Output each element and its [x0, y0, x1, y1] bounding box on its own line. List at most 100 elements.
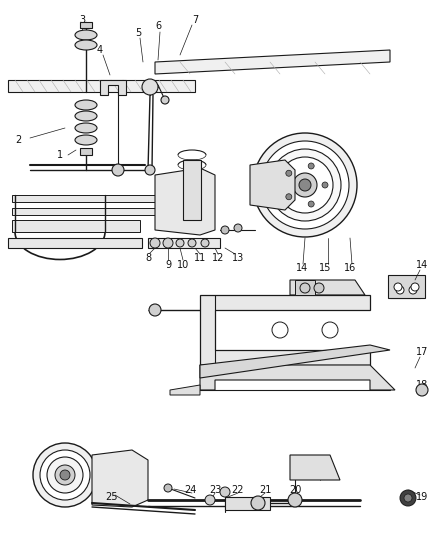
Text: 8: 8	[145, 253, 151, 263]
Text: 6: 6	[155, 21, 161, 31]
Polygon shape	[148, 238, 220, 248]
Circle shape	[112, 164, 124, 176]
Polygon shape	[8, 80, 195, 92]
Circle shape	[322, 322, 338, 338]
Circle shape	[288, 493, 302, 507]
Text: 22: 22	[232, 485, 244, 495]
Polygon shape	[225, 497, 270, 510]
Text: 21: 21	[259, 485, 271, 495]
Text: 9: 9	[165, 260, 171, 270]
Ellipse shape	[75, 123, 97, 133]
Polygon shape	[12, 220, 140, 232]
Text: 25: 25	[106, 492, 118, 502]
Text: 2: 2	[15, 135, 21, 145]
Circle shape	[299, 179, 311, 191]
Circle shape	[308, 163, 314, 169]
Text: 14: 14	[296, 263, 308, 273]
Circle shape	[47, 457, 83, 493]
Circle shape	[286, 170, 292, 176]
Text: 11: 11	[194, 253, 206, 263]
Text: 5: 5	[135, 28, 141, 38]
Ellipse shape	[75, 135, 97, 145]
Polygon shape	[8, 238, 142, 248]
Text: 13: 13	[232, 253, 244, 263]
Polygon shape	[388, 275, 425, 298]
Circle shape	[33, 443, 97, 507]
Circle shape	[277, 157, 333, 213]
Polygon shape	[92, 450, 148, 507]
Circle shape	[164, 484, 172, 492]
Ellipse shape	[75, 111, 97, 121]
Text: 17: 17	[416, 347, 428, 357]
Circle shape	[205, 495, 215, 505]
Text: 7: 7	[192, 15, 198, 25]
Polygon shape	[200, 295, 370, 365]
Circle shape	[272, 322, 288, 338]
Circle shape	[251, 496, 265, 510]
Text: 14: 14	[416, 260, 428, 270]
Circle shape	[300, 283, 310, 293]
Text: 4: 4	[97, 45, 103, 55]
Circle shape	[416, 384, 428, 396]
Text: 1: 1	[57, 150, 63, 160]
Text: 18: 18	[416, 380, 428, 390]
Ellipse shape	[75, 30, 97, 40]
Polygon shape	[250, 160, 295, 210]
Circle shape	[221, 226, 229, 234]
Circle shape	[142, 79, 158, 95]
Circle shape	[400, 490, 416, 506]
Polygon shape	[290, 455, 340, 480]
Circle shape	[188, 239, 196, 247]
Polygon shape	[170, 385, 200, 395]
Polygon shape	[155, 168, 215, 235]
Circle shape	[55, 465, 75, 485]
Circle shape	[261, 141, 349, 229]
Text: 16: 16	[344, 263, 356, 273]
Circle shape	[269, 149, 341, 221]
Circle shape	[394, 283, 402, 291]
Polygon shape	[12, 195, 185, 202]
Circle shape	[149, 304, 161, 316]
Circle shape	[308, 201, 314, 207]
Text: 19: 19	[416, 492, 428, 502]
Text: 23: 23	[209, 485, 221, 495]
Circle shape	[314, 283, 324, 293]
Text: 3: 3	[79, 15, 85, 25]
Bar	[183, 160, 201, 220]
Polygon shape	[200, 365, 395, 390]
Ellipse shape	[75, 100, 97, 110]
Circle shape	[322, 182, 328, 188]
Bar	[295, 280, 315, 295]
Text: 10: 10	[177, 260, 189, 270]
Circle shape	[145, 165, 155, 175]
Circle shape	[161, 96, 169, 104]
Circle shape	[201, 239, 209, 247]
Circle shape	[411, 283, 419, 291]
Polygon shape	[100, 80, 126, 95]
Text: 20: 20	[289, 485, 301, 495]
Circle shape	[286, 194, 292, 200]
Circle shape	[163, 238, 173, 248]
Circle shape	[253, 133, 357, 237]
Polygon shape	[12, 208, 185, 215]
Polygon shape	[155, 50, 390, 74]
Circle shape	[404, 494, 412, 502]
Circle shape	[176, 239, 184, 247]
Circle shape	[409, 286, 417, 294]
Text: 24: 24	[184, 485, 196, 495]
Circle shape	[60, 470, 70, 480]
Circle shape	[396, 286, 404, 294]
Polygon shape	[390, 282, 420, 298]
Text: 15: 15	[319, 263, 331, 273]
Text: 12: 12	[212, 253, 224, 263]
Polygon shape	[80, 148, 92, 155]
Circle shape	[40, 450, 90, 500]
Polygon shape	[80, 22, 92, 28]
Ellipse shape	[75, 40, 97, 50]
Circle shape	[150, 238, 160, 248]
Polygon shape	[200, 345, 390, 378]
Polygon shape	[290, 280, 365, 295]
Circle shape	[220, 487, 230, 497]
Circle shape	[234, 224, 242, 232]
Circle shape	[293, 173, 317, 197]
